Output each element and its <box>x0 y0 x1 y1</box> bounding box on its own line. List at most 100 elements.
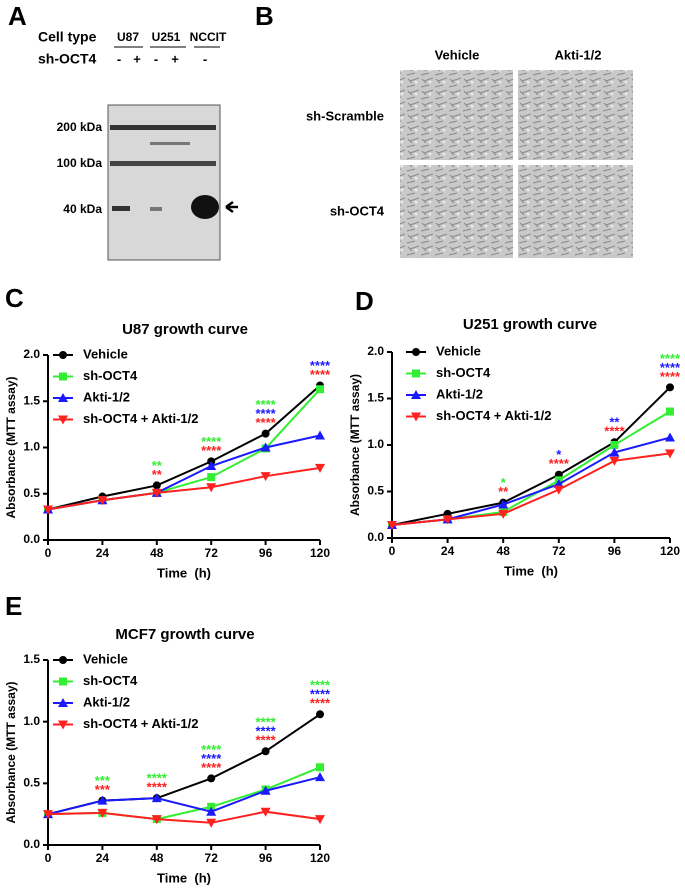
x-tick-label: 48 <box>150 851 164 865</box>
panel-label: E <box>5 591 22 621</box>
significance: **** <box>310 696 331 711</box>
micrograph <box>400 70 513 160</box>
chart-title: U251 growth curve <box>463 316 597 333</box>
y-axis-label: Absorbance (MTT assay) <box>4 681 18 823</box>
x-tick-label: 24 <box>441 544 455 558</box>
point <box>97 496 108 506</box>
series-line <box>47 466 321 511</box>
significance: **** <box>201 434 222 449</box>
legend-symbol <box>59 656 67 664</box>
legend-label: sh-OCT4 + Akti-1/2 <box>83 716 198 731</box>
marker-label: 100 kDa <box>57 156 103 170</box>
significance: * <box>501 475 507 490</box>
point <box>260 807 271 817</box>
y-tick-label: 0.5 <box>367 484 384 498</box>
significance: ** <box>152 458 163 473</box>
legend-marker <box>412 369 420 378</box>
y-tick-label: 2.0 <box>367 344 384 358</box>
point <box>609 456 620 466</box>
significance: * <box>556 447 562 462</box>
point <box>609 447 620 457</box>
significance: **** <box>255 733 276 748</box>
y-tick-label: 1.0 <box>23 440 40 454</box>
significance: **** <box>201 742 222 757</box>
x-tick-label: 24 <box>96 851 110 865</box>
y-tick-label: 0.5 <box>23 776 40 790</box>
y-tick-label: 1.0 <box>23 714 40 728</box>
point <box>206 483 217 493</box>
significance: **** <box>147 780 168 795</box>
x-tick-label: 96 <box>259 546 273 560</box>
legend-label: Akti-1/2 <box>436 386 483 401</box>
point <box>316 710 324 719</box>
lane-sign: + <box>171 51 179 66</box>
point <box>315 463 325 473</box>
point <box>43 810 53 820</box>
point <box>207 774 216 783</box>
y-tick-label: 0.0 <box>23 532 40 546</box>
significance: **** <box>255 415 276 430</box>
significance: **** <box>310 358 331 373</box>
series-line <box>391 436 671 526</box>
point <box>207 473 216 482</box>
point <box>665 449 675 459</box>
significance: **** <box>310 367 331 382</box>
significance: **** <box>147 771 168 786</box>
y-tick-label: 0.0 <box>23 837 40 851</box>
cell-type: U251 <box>152 30 181 44</box>
legend-symbol <box>411 412 421 422</box>
point <box>553 485 564 495</box>
x-tick-label: 96 <box>608 544 622 558</box>
legend-symbol <box>411 390 421 399</box>
cell-type: NCCIT <box>190 30 227 44</box>
point <box>498 499 509 509</box>
legend-symbol <box>59 372 67 381</box>
x-tick-label: 0 <box>389 544 396 558</box>
x-tick-label: 0 <box>45 546 52 560</box>
significance: *** <box>95 773 111 788</box>
column-label: Akti-1/2 <box>555 47 602 62</box>
x-tick-label: 96 <box>259 851 273 865</box>
legend-marker <box>59 677 67 686</box>
row-label: sh-OCT4 <box>38 51 97 67</box>
lane-sign: + <box>133 51 141 66</box>
significance: ** <box>498 484 509 499</box>
point <box>97 808 108 818</box>
point <box>97 795 108 805</box>
legend-marker <box>58 415 68 425</box>
legend-marker <box>58 393 68 402</box>
legend-label: Vehicle <box>83 346 128 361</box>
point <box>43 505 53 515</box>
point <box>666 407 674 416</box>
legend-symbol <box>412 348 420 356</box>
panel-label: D <box>355 286 374 316</box>
point <box>315 772 325 782</box>
y-tick-label: 0.0 <box>367 530 384 544</box>
significance: *** <box>95 782 111 797</box>
significance: **** <box>660 351 681 366</box>
point <box>206 461 217 470</box>
point <box>261 429 270 438</box>
y-tick-label: 0.5 <box>23 486 40 500</box>
lane-sign: - <box>154 51 158 66</box>
column-label: Vehicle <box>435 47 480 62</box>
x-tick-label: 72 <box>205 851 219 865</box>
chart-title: U87 growth curve <box>122 321 248 338</box>
y-axis-label: Absorbance (MTT assay) <box>348 374 362 516</box>
point <box>151 793 162 803</box>
legend-marker <box>411 390 421 399</box>
legend-symbol <box>412 369 420 378</box>
y-axis-label: Absorbance (MTT assay) <box>4 376 18 518</box>
point <box>315 430 325 440</box>
legend-label: Vehicle <box>83 651 128 666</box>
legend-symbol <box>59 351 67 359</box>
point <box>151 488 162 498</box>
point <box>610 441 619 449</box>
micrograph <box>518 70 633 160</box>
significance: **** <box>310 678 331 693</box>
chart: D U251 growth curve Time (h) Absorbance (MT… <box>348 286 681 579</box>
y-tick-label: 1.5 <box>367 391 384 405</box>
row-label: Cell type <box>38 29 97 45</box>
significance: ** <box>609 415 620 430</box>
series-line <box>391 452 671 526</box>
